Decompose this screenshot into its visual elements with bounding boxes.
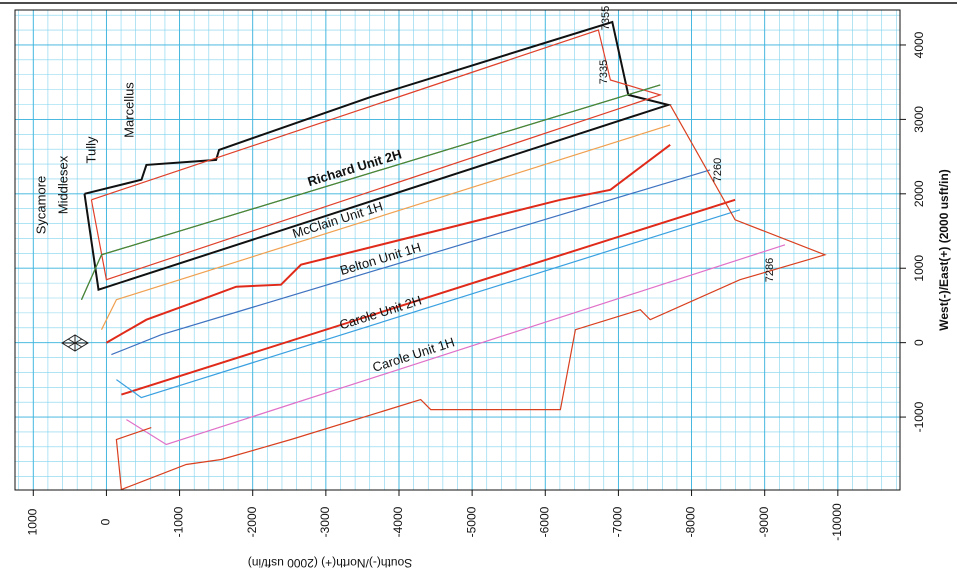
- annotation: 7260: [712, 158, 724, 182]
- annotation: Middlesex: [55, 155, 70, 214]
- series-line: [105, 144, 671, 344]
- y-tick-label: 3000: [912, 106, 926, 133]
- x-tick-label: -2000: [245, 506, 259, 537]
- annotation: Tully: [83, 136, 98, 163]
- x-tick-label: -1000: [172, 506, 186, 537]
- marks: [80, 20, 827, 491]
- x-tick-label: -4000: [391, 506, 405, 537]
- annotation: 7286: [764, 258, 776, 282]
- series-line: [111, 169, 711, 356]
- y-tick-label: 1000: [912, 255, 926, 282]
- series-line: [121, 198, 736, 396]
- series-line: [80, 84, 661, 300]
- y-tick-label: 4000: [912, 31, 926, 58]
- x-tick-label: -9000: [757, 506, 771, 537]
- series-line: [115, 104, 827, 491]
- y-tick-label: -1000: [912, 401, 926, 432]
- y-axis-label: West(-)/East(+) (2000 usft/in): [937, 169, 951, 330]
- x-tick-label: -5000: [464, 506, 478, 537]
- x-tick-label: -7000: [611, 506, 625, 537]
- x-axis-label: South(-)/North(+) (2000 usft/in): [248, 556, 412, 570]
- plot-frame: [14, 9, 901, 491]
- annotation: Sycamore: [33, 176, 48, 235]
- annotation: Marcellus: [121, 82, 136, 138]
- series-line: [100, 124, 671, 330]
- x-tick-label: -10000: [830, 503, 844, 541]
- series-line: [83, 20, 672, 292]
- x-tick-label: 0: [99, 518, 113, 525]
- x-tick-label: -6000: [537, 506, 551, 537]
- y-tick-label: 0: [912, 339, 926, 346]
- y-tick-label: 2000: [912, 180, 926, 207]
- annotation: 7355: [600, 6, 612, 30]
- series-line: [90, 29, 663, 281]
- annotation: 7335: [598, 60, 610, 84]
- series-line: [126, 244, 786, 446]
- x-tick-label: -8000: [684, 506, 698, 537]
- pad: [61, 334, 89, 352]
- x-tick-label: -3000: [318, 506, 332, 537]
- series-label: Carole Unit 2H: [338, 293, 424, 333]
- x-tick-label: 1000: [25, 508, 39, 535]
- series-line: [116, 209, 741, 399]
